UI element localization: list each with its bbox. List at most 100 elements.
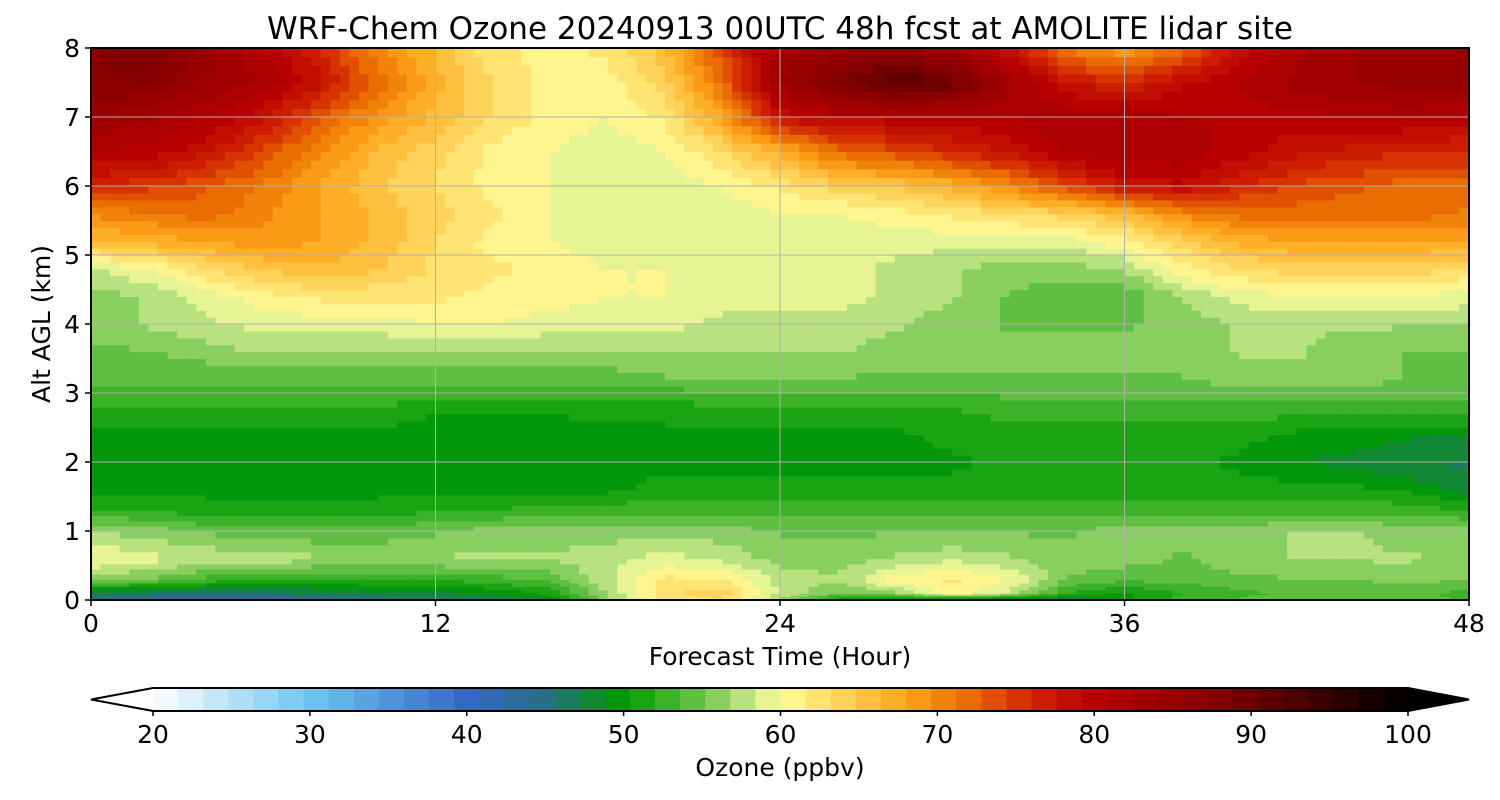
heatmap-cell (464, 574, 475, 580)
heatmap-cell (148, 579, 159, 584)
heatmap-cell (636, 420, 647, 429)
heatmap-cell (129, 413, 140, 422)
heatmap-cell (1373, 563, 1384, 570)
heatmap-cell (91, 593, 102, 596)
heatmap-cell (894, 594, 905, 598)
heatmap-cell (732, 441, 743, 449)
heatmap-cell (215, 574, 226, 580)
heatmap-cell (913, 427, 925, 435)
heatmap-cell (1354, 558, 1365, 565)
heatmap-cell (579, 515, 590, 522)
heatmap-cell (1134, 525, 1145, 532)
heatmap-cell (569, 468, 580, 477)
heatmap-cell (1459, 525, 1469, 532)
heatmap-cell (617, 448, 628, 456)
heatmap-cell (1057, 434, 1068, 442)
heatmap-cell (751, 468, 762, 477)
heatmap-cell (626, 579, 638, 584)
heatmap-cell (492, 593, 504, 596)
heatmap-cell (531, 489, 542, 496)
heatmap-cell (674, 413, 685, 422)
heatmap-cell (799, 515, 810, 522)
heatmap-cell (607, 462, 618, 470)
heatmap-cell (234, 505, 245, 511)
heatmap-cell (866, 482, 877, 491)
heatmap-cell (167, 406, 178, 415)
heatmap-cell (1421, 434, 1432, 442)
heatmap-cell (1430, 568, 1441, 575)
heatmap-cell (1344, 568, 1355, 575)
heatmap-cell (1325, 544, 1336, 553)
heatmap-cell (406, 537, 417, 546)
heatmap-cell (531, 482, 542, 491)
heatmap-cell (416, 468, 427, 477)
heatmap-cell (378, 505, 389, 511)
heatmap-cell (1009, 455, 1020, 463)
heatmap-cell (253, 563, 264, 570)
heatmap-cell (808, 544, 819, 553)
heatmap-cell (1325, 582, 1336, 587)
heatmap-cell (1172, 434, 1183, 442)
heatmap-cell (875, 441, 886, 449)
heatmap-cell (1354, 489, 1365, 496)
heatmap-cell (483, 594, 494, 598)
heatmap-cell (636, 531, 647, 539)
heatmap-cell (157, 544, 169, 553)
heatmap-cell (1076, 586, 1087, 591)
heatmap-cell (559, 551, 571, 560)
heatmap-cell (837, 413, 848, 422)
heatmap-cell (1076, 448, 1087, 456)
heatmap-cell (933, 434, 944, 442)
heatmap-cell (521, 482, 532, 491)
heatmap-cell (196, 558, 207, 565)
heatmap-cell (1086, 586, 1097, 591)
heatmap-cell (186, 574, 197, 580)
heatmap-cell (1143, 563, 1154, 570)
heatmap-cell (827, 544, 839, 553)
heatmap-cell (1421, 505, 1432, 511)
heatmap-cell (1028, 563, 1039, 570)
heatmap-cell (205, 505, 216, 511)
heatmap-cell (378, 579, 389, 584)
heatmap-cell (1287, 531, 1298, 539)
heatmap-cell (1047, 531, 1059, 539)
heatmap-cell (397, 544, 408, 553)
heatmap-cell (1057, 525, 1068, 532)
heatmap-cell (1057, 499, 1068, 506)
heatmap-cell (512, 413, 523, 422)
heatmap-cell (157, 563, 169, 570)
heatmap-cell (559, 455, 571, 463)
heatmap-cell (990, 420, 1001, 429)
heatmap-cell (1047, 579, 1059, 584)
heatmap-cell (540, 579, 551, 584)
heatmap-cell (91, 482, 102, 491)
heatmap-cell (1449, 593, 1461, 596)
heatmap-cell (253, 510, 264, 517)
heatmap-cell (330, 482, 341, 491)
heatmap-cell (818, 448, 829, 456)
heatmap-cell (722, 434, 733, 442)
heatmap-cell (942, 482, 953, 491)
heatmap-cell (636, 475, 647, 484)
heatmap-cell (531, 582, 542, 587)
heatmap-cell (569, 520, 580, 527)
heatmap-cell (579, 413, 590, 422)
heatmap-cell (569, 420, 580, 429)
heatmap-cell (473, 499, 484, 506)
heatmap-cell (186, 589, 197, 594)
heatmap-cell (224, 420, 236, 429)
heatmap-cell (1459, 455, 1469, 463)
heatmap-cell (971, 499, 982, 506)
heatmap-cell (626, 589, 638, 594)
heatmap-cell (569, 594, 580, 598)
heatmap-cell (923, 593, 934, 596)
heatmap-cell (301, 420, 312, 429)
heatmap-cell (186, 596, 197, 599)
heatmap-cell (157, 579, 169, 584)
heatmap-cell (1449, 537, 1461, 546)
heatmap-cell (1373, 482, 1384, 491)
heatmap-cell (550, 515, 561, 522)
heatmap-cell (425, 574, 437, 580)
heatmap-cell (617, 537, 628, 546)
heatmap-cell (818, 537, 829, 546)
